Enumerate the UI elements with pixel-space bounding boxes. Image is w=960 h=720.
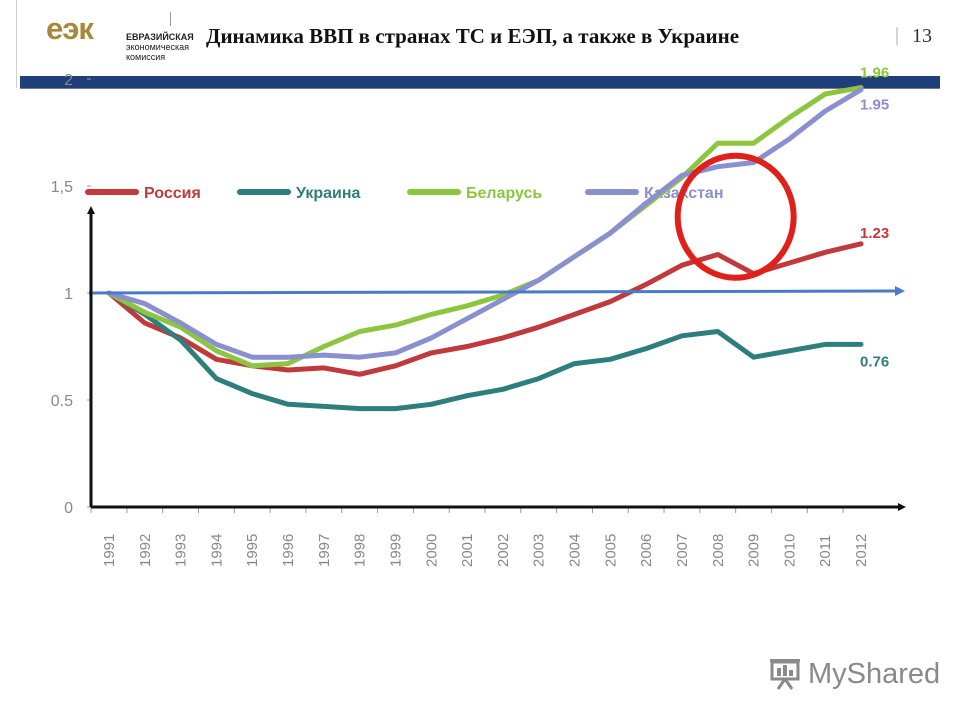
x-tick-label: 1996 <box>280 534 297 567</box>
x-tick-label: 1999 <box>387 534 404 567</box>
eek-logo: еэк ЕВРАЗИЙСКАЯ экономическая комиссия <box>46 12 216 66</box>
page-number: 13 <box>912 25 932 47</box>
axes-layer <box>87 206 906 511</box>
y-tick-label: 0.5 <box>51 393 73 410</box>
x-tick-label: 1994 <box>208 534 225 567</box>
x-tick-label: 2000 <box>423 534 440 567</box>
end-label-2: 0.76 <box>860 353 889 370</box>
x-tick-label: 2006 <box>638 534 655 567</box>
x-tick-label: 2008 <box>710 534 727 567</box>
x-tick-label: 2011 <box>817 535 834 567</box>
x-tick-label: 2007 <box>674 534 691 567</box>
x-tick-label: 2010 <box>781 534 798 567</box>
y-tick-label: 1 <box>64 286 73 303</box>
x-tick-label: 2002 <box>495 534 512 567</box>
reference-line-layer <box>88 286 905 297</box>
x-axis-ticks: 1991 1992 1993 1994 1995 1996 1997 1998 1999 2000… <box>90 507 870 567</box>
end-label-4: 1.95 <box>860 97 889 114</box>
logo-line-2: экономическая <box>126 42 190 52</box>
page-number-separator: | <box>895 24 900 46</box>
legend-label-2: Украина <box>296 185 361 202</box>
end-labels-layer: 1.23 0.76 1.96 1.95 <box>860 65 889 371</box>
page-title: Динамика ВВП в странах ТС и ЕЭП, а также… <box>206 24 740 48</box>
end-label-1: 1.23 <box>860 225 889 242</box>
x-tick-label: 2004 <box>567 534 584 567</box>
legend-label-3: Беларусь <box>466 185 542 202</box>
header-frame <box>16 0 17 88</box>
y-tick-label: 2 <box>64 72 73 89</box>
x-tick-label: 1992 <box>137 534 154 567</box>
x-tick-label: 1993 <box>173 534 190 567</box>
chart-legend: Россия Украина Беларусь Казахстан <box>85 185 724 202</box>
x-tick-label: 2009 <box>746 534 763 567</box>
highlight-layer <box>674 152 797 281</box>
series-line-1 <box>106 241 864 377</box>
x-tick-label: 1991 <box>101 534 118 567</box>
logo-text: ЕВРАЗИЙСКАЯ экономическая комиссия <box>126 32 194 62</box>
watermark-text: MyShared <box>808 658 941 690</box>
series-layer <box>106 85 864 412</box>
x-tick-label: 2012 <box>853 534 870 567</box>
header-rule <box>20 88 940 89</box>
reference-line <box>88 286 905 297</box>
legend-label-1: Россия <box>144 185 201 202</box>
y-tick-label: 1,5 <box>51 179 73 196</box>
logo-line-3: комиссия <box>126 52 166 62</box>
x-tick-label: 1995 <box>244 534 261 567</box>
header-bar <box>20 76 940 88</box>
x-tick-label: 2005 <box>602 534 619 567</box>
x-tick-label: 2003 <box>531 534 548 567</box>
logo-mark: еэк <box>46 11 94 46</box>
x-tick-label: 1998 <box>352 534 369 567</box>
logo-divider <box>170 12 171 26</box>
y-axis-ticks: 00.511,522.5 <box>51 72 91 517</box>
slide-header: еэк ЕВРАЗИЙСКАЯ экономическая комиссия Д… <box>0 0 960 92</box>
watermark: MyShared <box>768 656 940 696</box>
series-line-4 <box>106 87 864 360</box>
series-line-3 <box>106 85 864 369</box>
series-line-2 <box>106 290 864 412</box>
highlight-circle <box>674 152 797 281</box>
y-tick-label: 0 <box>64 500 73 517</box>
end-label-3: 1.96 <box>860 65 889 82</box>
logo-line-1: ЕВРАЗИЙСКАЯ <box>126 32 194 42</box>
x-tick-label: 1997 <box>316 534 333 567</box>
x-tick-label: 2001 <box>459 534 476 567</box>
presentation-icon <box>770 659 800 690</box>
